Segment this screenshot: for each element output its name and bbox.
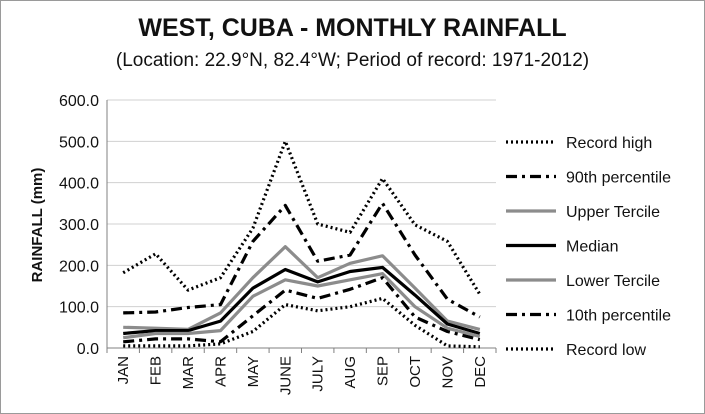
x-tick-label: AUG (342, 356, 359, 389)
legend-label: Median (566, 239, 618, 256)
axes (106, 100, 496, 349)
legend-label: Lower Tercile (566, 273, 660, 290)
x-tick-label: OCT (407, 356, 424, 388)
legend-label: Record low (566, 342, 646, 359)
x-tick-label: FEB (148, 356, 165, 385)
series-line (123, 296, 480, 349)
x-tick-label: MAR (180, 356, 197, 390)
y-tick-label: 500.0 (59, 134, 99, 151)
x-tick-label: JAN (115, 356, 132, 384)
series-line (122, 272, 481, 340)
x-tick-label: APR (212, 356, 229, 387)
y-axis-label: RAINFALL (mm) (29, 168, 46, 283)
y-tick-label: 0.0 (77, 341, 99, 358)
x-tick-label: DEC (472, 356, 489, 388)
series-lines (122, 139, 482, 349)
y-tick-label: 100.0 (59, 300, 99, 317)
x-tick-label: MAY (245, 356, 262, 387)
legend-label: 90th percentile (566, 170, 671, 187)
series-line (122, 139, 482, 296)
x-tick-label: JUNE (277, 356, 294, 395)
legend-label: Upper Tercile (566, 204, 660, 221)
series-line (123, 265, 481, 336)
y-axis-ticks: 0.0 100.0 200.0 300.0 400.0 500.0 600.0 (59, 93, 99, 358)
y-tick-label: 400.0 (59, 176, 99, 193)
chart-title: WEST, CUBA - MONTHLY RAINFALL (138, 14, 567, 42)
series-line (123, 245, 481, 331)
series-line (123, 201, 481, 319)
y-tick-label: 600.0 (59, 93, 99, 110)
y-tick-label: 200.0 (59, 258, 99, 275)
series-line (123, 276, 481, 344)
y-tick-label: 300.0 (59, 217, 99, 234)
x-tick-label: SEP (375, 356, 392, 386)
x-tick-label: NOV (439, 356, 456, 389)
x-axis-ticks: JAN FEB MAR APR MAY JUNE JULY AUG SEP OCT NOV DEC (106, 348, 497, 395)
chart-subtitle: (Location: 22.9°N, 82.4°W; Period of rec… (115, 50, 590, 71)
legend-label: 10th percentile (566, 308, 671, 325)
legend-label: Record high (566, 135, 652, 152)
x-tick-label: JULY (310, 356, 327, 392)
legend: Record high 90th percentile Upper Tercile M… (506, 135, 671, 359)
